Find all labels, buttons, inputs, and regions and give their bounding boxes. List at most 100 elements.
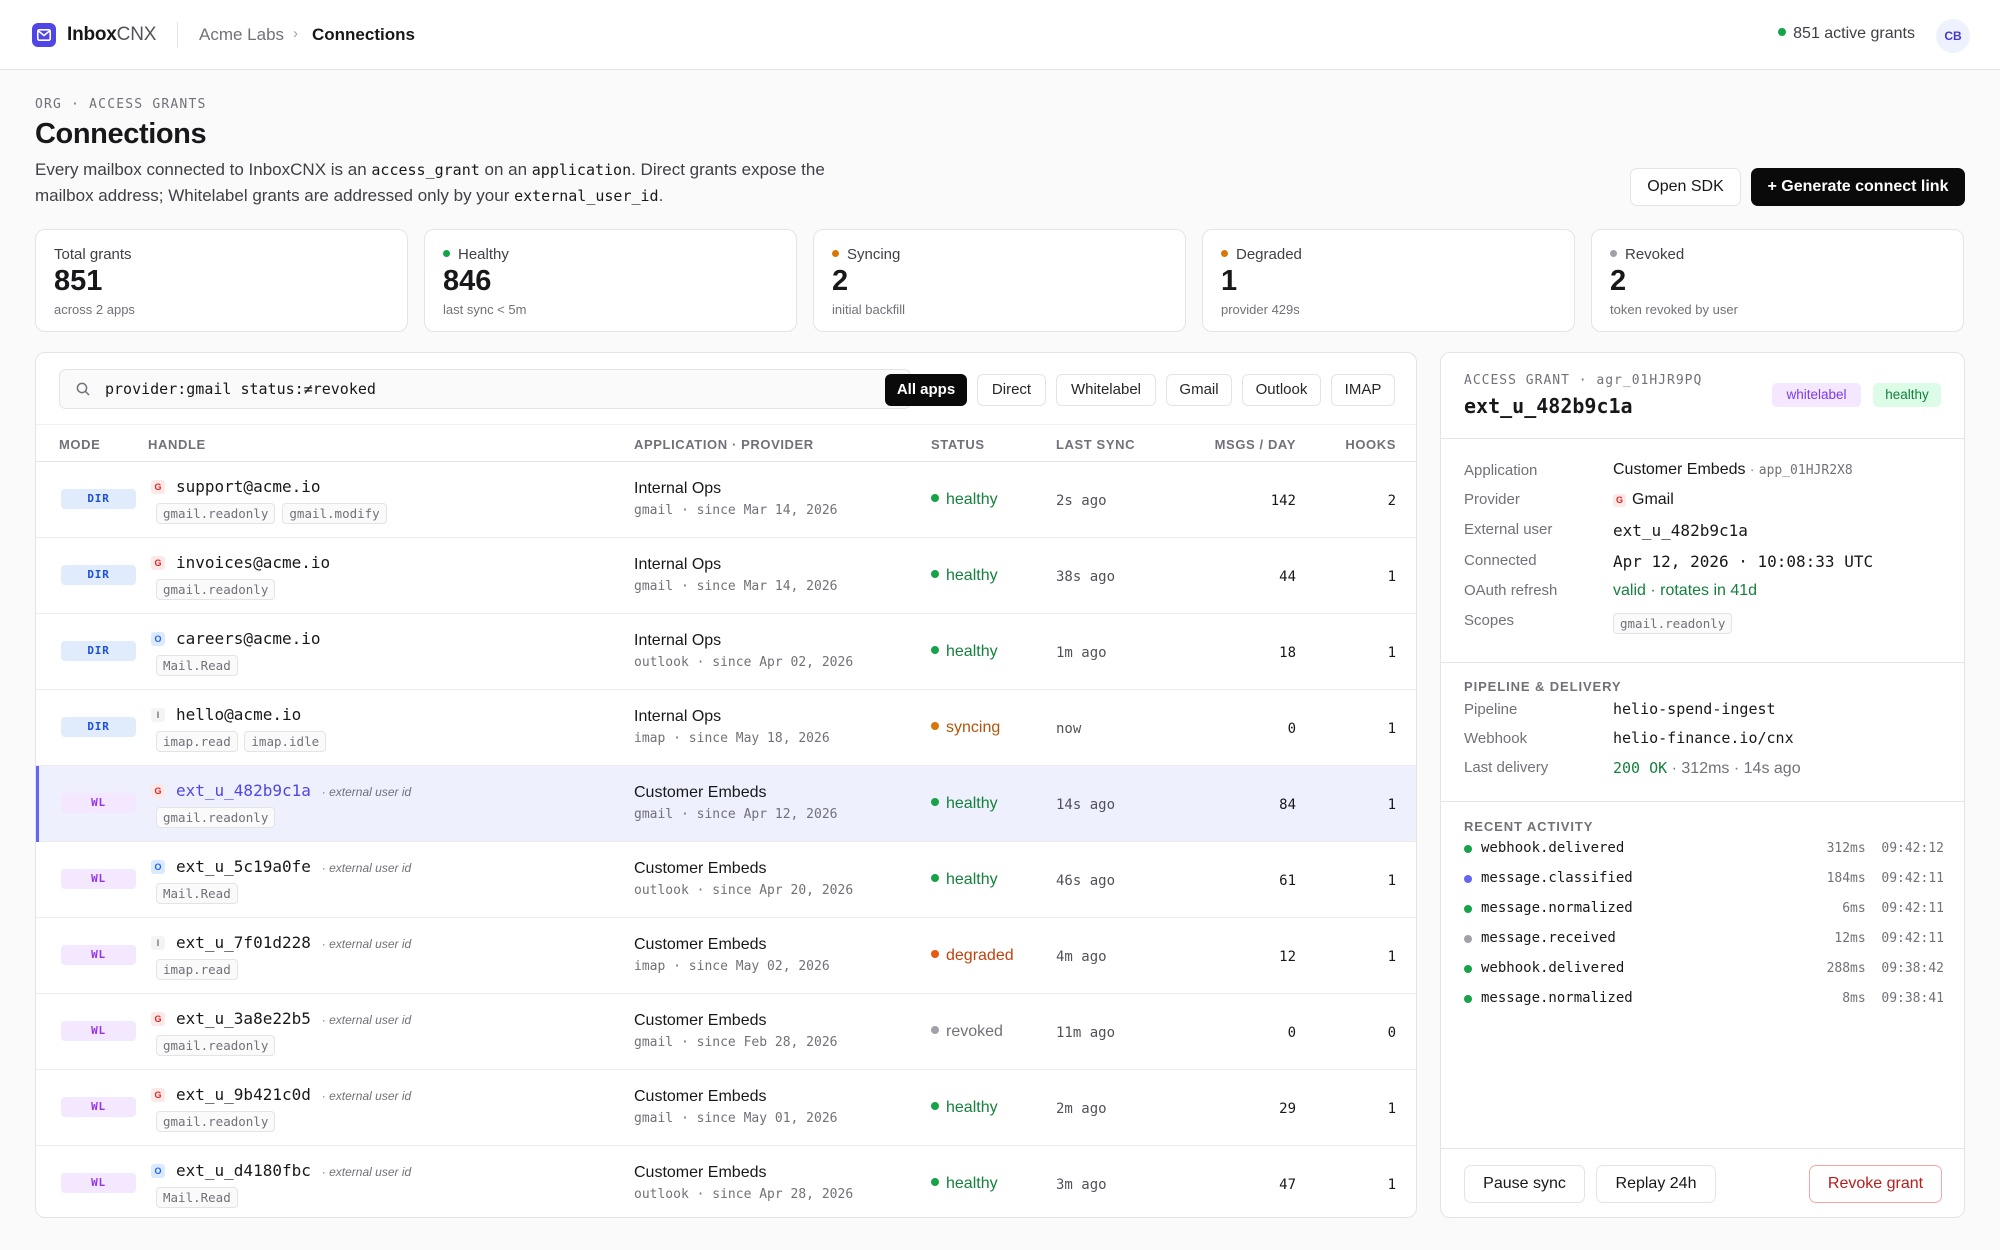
col-hooks[interactable]: HOOKS — [1345, 437, 1396, 452]
scope-chip: gmail.readonly — [156, 1111, 276, 1132]
stat-label: Revoked — [1610, 246, 1684, 263]
scope-chip: Mail.Read — [156, 883, 238, 904]
col-msgs-per-day[interactable]: MSGS / DAY — [1214, 437, 1296, 452]
table-row[interactable]: WL O ext_u_d4180fbc · external user id M… — [36, 1146, 1416, 1217]
filter-direct[interactable]: Direct — [977, 374, 1046, 406]
status-indicator: healthy — [931, 1099, 998, 1117]
table-row[interactable]: DIR G support@acme.io gmail.readonly gmai… — [36, 462, 1416, 538]
replay-24h-button[interactable]: Replay 24h — [1596, 1165, 1716, 1203]
table-row[interactable]: WL G ext_u_482b9c1a · external user id g… — [36, 766, 1416, 842]
last-sync: now — [1056, 721, 1082, 737]
activity-item[interactable]: message.normalized 6ms 09:42:11 — [1464, 898, 1944, 920]
application-value[interactable]: Customer Embeds · app_01HJR2X8 — [1613, 461, 1853, 478]
avatar[interactable]: CB — [1936, 19, 1970, 53]
status-indicator: syncing — [931, 719, 1000, 737]
brand-name[interactable]: InboxCNX — [67, 24, 157, 45]
scope-chip: gmail.readonly — [156, 807, 276, 828]
col-handle[interactable]: HANDLE — [148, 437, 206, 452]
table-row[interactable]: DIR I hello@acme.io imap.read imap.idle I… — [36, 690, 1416, 766]
generate-connect-link-button[interactable]: + Generate connect link — [1751, 168, 1965, 206]
status-dot — [931, 494, 939, 502]
stat-card: Healthy 846 last sync < 5m — [424, 229, 797, 332]
provider-since: imap · since May 18, 2026 — [634, 731, 830, 746]
filter-all-apps[interactable]: All apps — [885, 374, 967, 406]
table-row[interactable]: WL I ext_u_7f01d228 · external user id i… — [36, 918, 1416, 994]
event-timing: 8ms 09:38:41 — [1842, 991, 1944, 1006]
table-row[interactable]: WL O ext_u_5c19a0fe · external user id M… — [36, 842, 1416, 918]
application-name: Customer Embeds — [634, 1088, 767, 1105]
grant-handle[interactable]: ext_u_482b9c1a — [176, 781, 311, 800]
pipeline-value[interactable]: helio-spend-ingest — [1613, 700, 1776, 718]
event-dot — [1464, 905, 1472, 913]
grant-handle[interactable]: ext_u_d4180fbc — [176, 1161, 311, 1180]
application-label: Application — [1464, 462, 1538, 479]
activity-item[interactable]: webhook.delivered 312ms 09:42:12 — [1464, 838, 1944, 860]
grant-handle[interactable]: ext_u_7f01d228 — [176, 933, 311, 952]
grant-handle[interactable]: support@acme.io — [176, 477, 321, 496]
hooks-count: 0 — [1387, 1025, 1396, 1041]
status-dot — [931, 950, 939, 958]
grant-handle[interactable]: careers@acme.io — [176, 629, 321, 648]
last-sync: 38s ago — [1056, 569, 1116, 585]
stat-label: Syncing — [832, 246, 900, 263]
table-row[interactable]: DIR O careers@acme.io Mail.Read Internal… — [36, 614, 1416, 690]
open-sdk-button[interactable]: Open SDK — [1630, 168, 1741, 206]
col-mode[interactable]: MODE — [59, 437, 101, 452]
provider-since: gmail · since Mar 14, 2026 — [634, 503, 838, 518]
stat-card: Total grants 851 across 2 apps — [35, 229, 408, 332]
gmail-icon: G — [151, 784, 165, 798]
event-dot — [1464, 965, 1472, 973]
activity-item[interactable]: message.normalized 8ms 09:38:41 — [1464, 988, 1944, 1010]
grant-title: ext_u_482b9c1a — [1464, 394, 1633, 418]
search-input[interactable]: provider:gmail status:≠revoked — [59, 369, 911, 409]
status-indicator: healthy — [931, 795, 998, 813]
status-dot — [931, 646, 939, 654]
active-grants-indicator: 851 active grants — [1778, 25, 1915, 43]
stat-label: Healthy — [443, 246, 509, 263]
pause-sync-button[interactable]: Pause sync — [1464, 1165, 1585, 1203]
col-application-provider[interactable]: APPLICATION · PROVIDER — [634, 437, 814, 452]
grant-handle[interactable]: ext_u_9b421c0d — [176, 1085, 311, 1104]
filter-imap[interactable]: IMAP — [1331, 374, 1395, 406]
outlook-icon: O — [151, 860, 165, 874]
activity-item[interactable]: webhook.delivered 288ms 09:38:42 — [1464, 958, 1944, 980]
grant-handle[interactable]: hello@acme.io — [176, 705, 302, 724]
activity-item[interactable]: message.received 12ms 09:42:11 — [1464, 928, 1944, 950]
event-dot — [1464, 995, 1472, 1003]
provider-since: gmail · since May 01, 2026 — [634, 1111, 838, 1126]
status-dot — [931, 1026, 939, 1034]
application-name: Internal Ops — [634, 708, 722, 725]
filter-outlook[interactable]: Outlook — [1242, 374, 1321, 406]
breadcrumb-org[interactable]: Acme Labs — [199, 25, 285, 44]
stat-value: 851 — [54, 265, 103, 297]
divider — [1441, 1148, 1964, 1149]
last-sync: 4m ago — [1056, 949, 1107, 965]
webhook-value[interactable]: helio-finance.io/cnx — [1613, 729, 1794, 747]
msgs-per-day: 12 — [1279, 949, 1296, 965]
scope-chip: gmail.readonly — [1613, 613, 1733, 634]
scope-chip: gmail.readonly — [156, 579, 276, 600]
table-row[interactable]: DIR G invoices@acme.io gmail.readonly In… — [36, 538, 1416, 614]
table-row[interactable]: WL G ext_u_9b421c0d · external user id g… — [36, 1070, 1416, 1146]
external-user-label: External user — [1464, 521, 1553, 538]
col-last-sync[interactable]: LAST SYNC — [1056, 437, 1136, 452]
msgs-per-day: 84 — [1279, 797, 1296, 813]
imap-icon: I — [151, 936, 165, 950]
revoke-grant-button[interactable]: Revoke grant — [1809, 1165, 1942, 1203]
stat-subtext: token revoked by user — [1610, 302, 1738, 317]
scope-chip: Mail.Read — [156, 655, 238, 676]
scope-chip: gmail.readonly — [156, 503, 276, 524]
grant-handle[interactable]: invoices@acme.io — [176, 553, 331, 572]
hooks-count: 1 — [1387, 1177, 1396, 1193]
event-dot — [1464, 935, 1472, 943]
table-row[interactable]: WL G ext_u_3a8e22b5 · external user id g… — [36, 994, 1416, 1070]
grant-handle[interactable]: ext_u_3a8e22b5 — [176, 1009, 311, 1028]
col-status[interactable]: STATUS — [931, 437, 985, 452]
filter-whitelabel[interactable]: Whitelabel — [1056, 374, 1156, 406]
status-dot — [931, 874, 939, 882]
external-user-id-hint: · external user id — [321, 1089, 412, 1103]
grant-handle[interactable]: ext_u_5c19a0fe — [176, 857, 311, 876]
activity-item[interactable]: message.classified 184ms 09:42:11 — [1464, 868, 1944, 890]
search-icon — [76, 382, 90, 396]
filter-gmail[interactable]: Gmail — [1166, 374, 1232, 406]
